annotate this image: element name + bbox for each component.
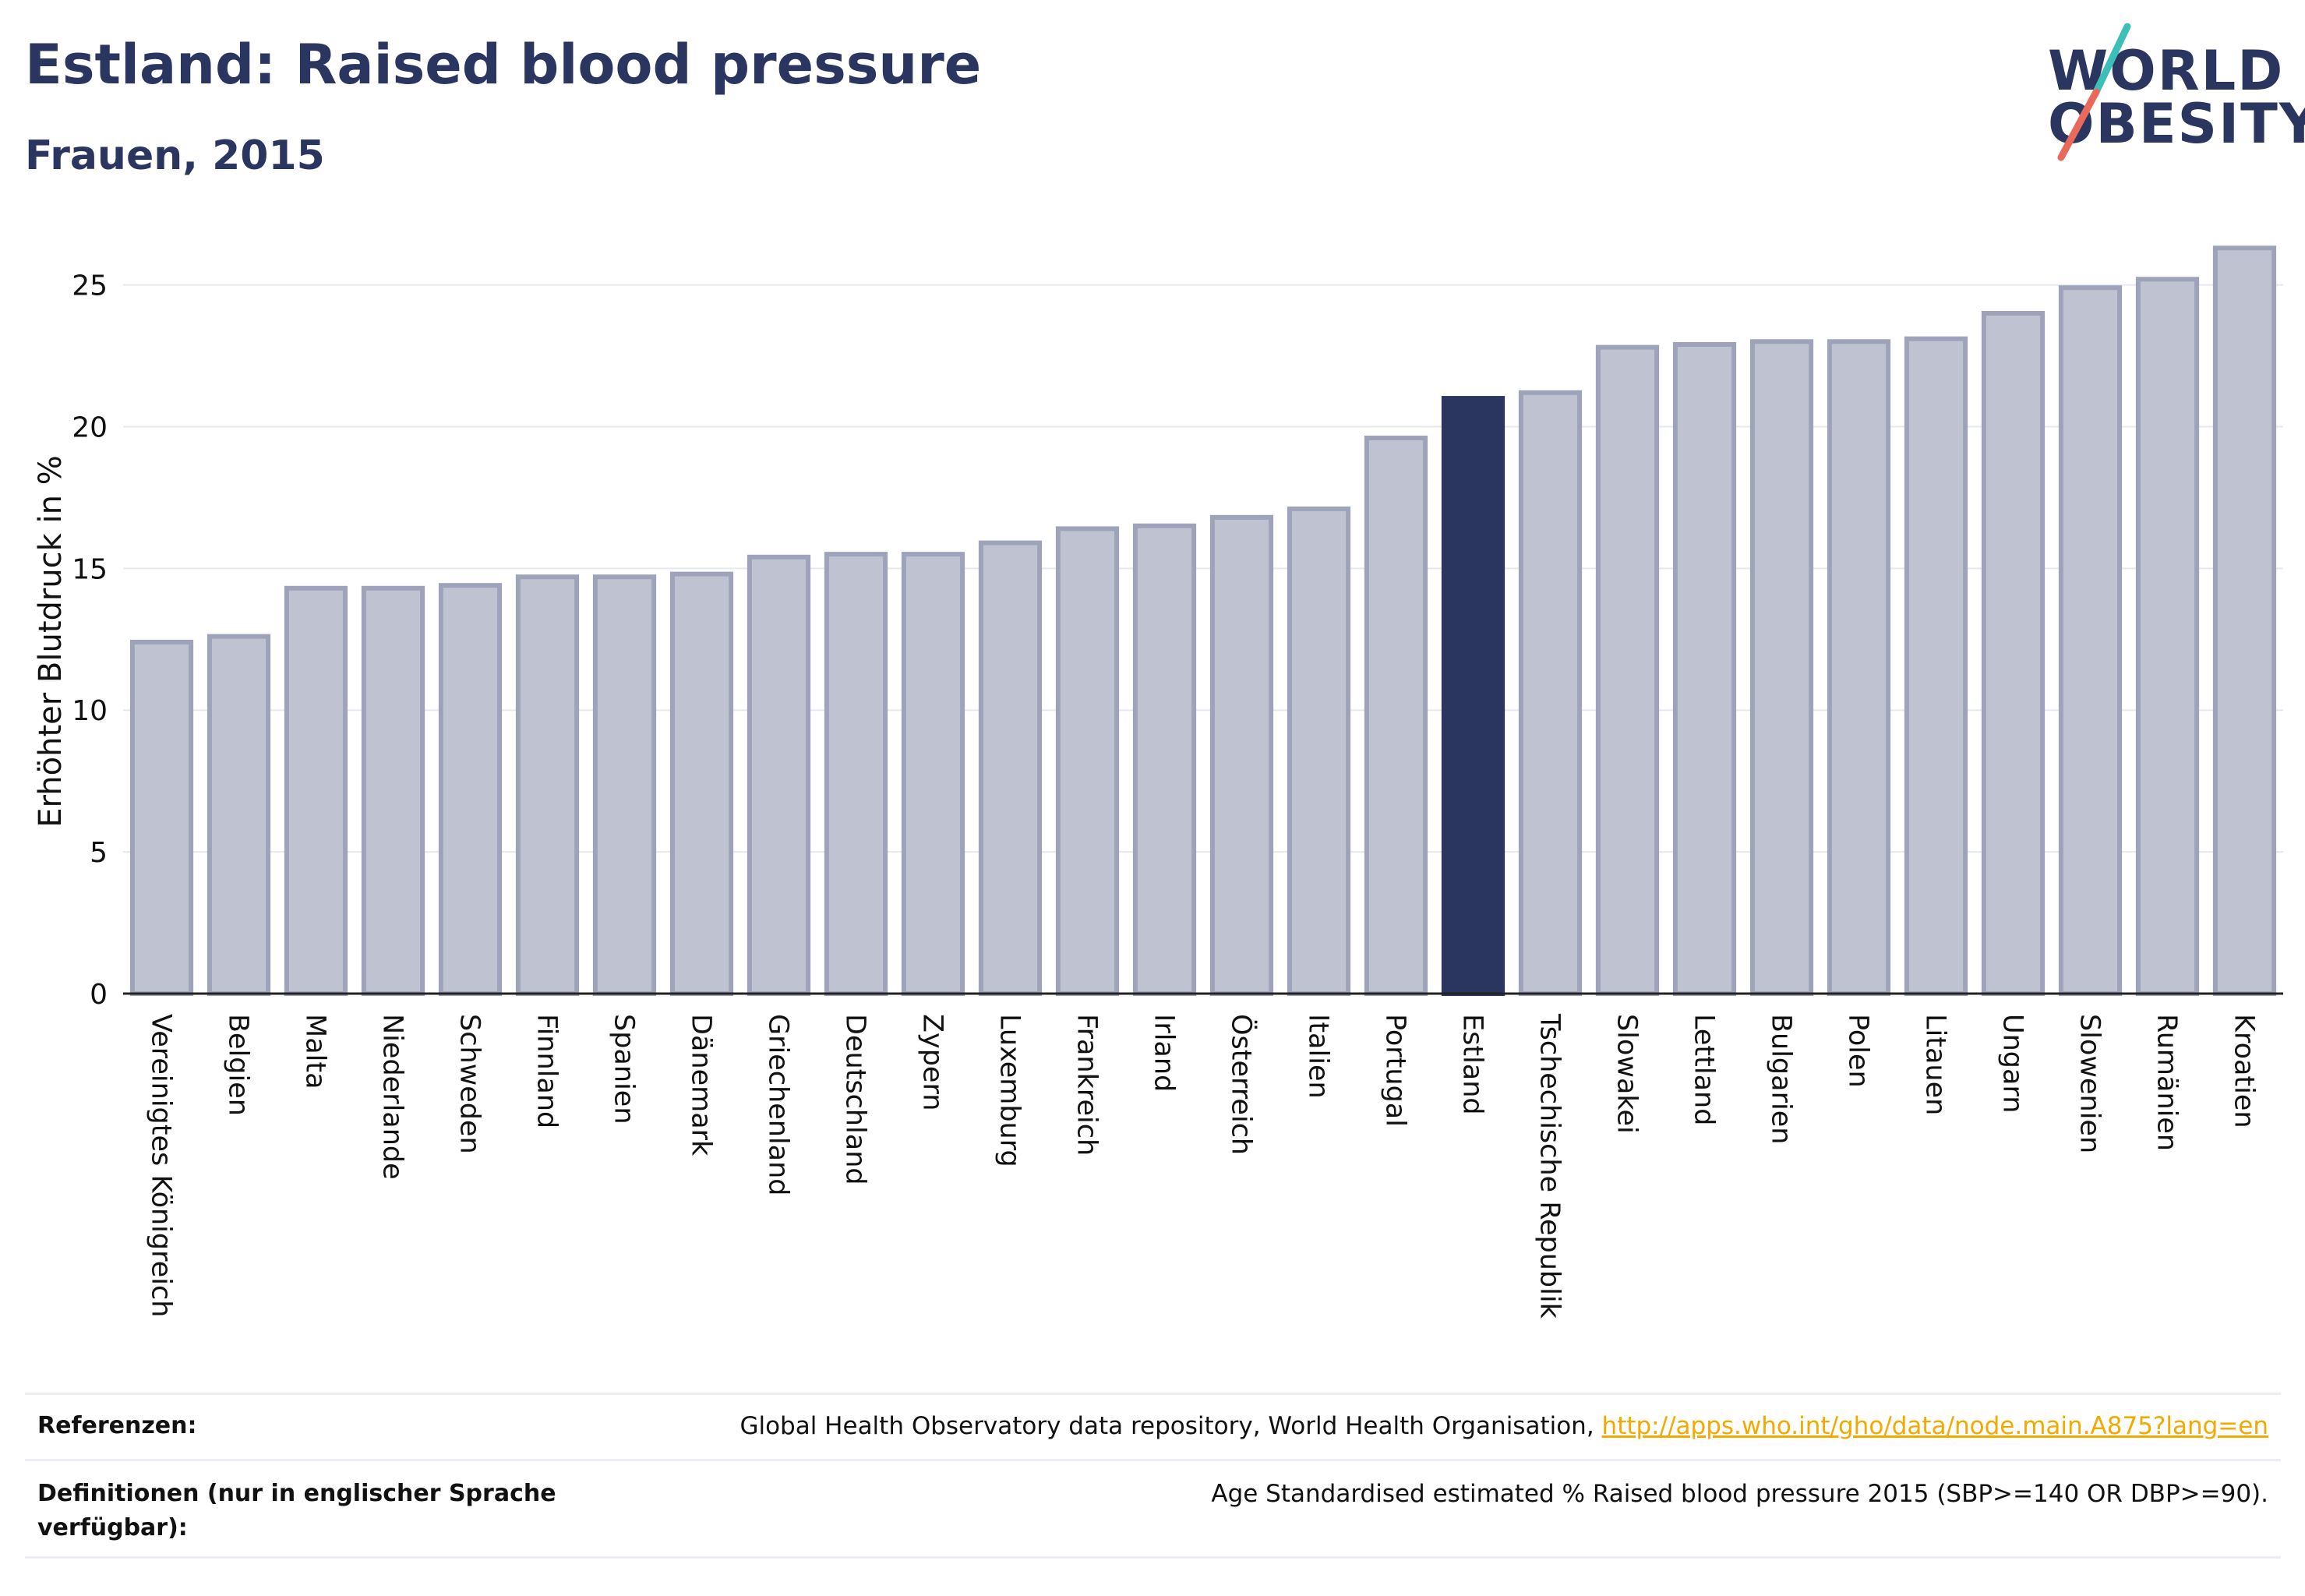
x-tick-label: Slowakei bbox=[1611, 1014, 1643, 1134]
bar-rumänien bbox=[2135, 277, 2200, 996]
x-tick-label: Portugal bbox=[1380, 1014, 1411, 1127]
y-tick-label: 15 bbox=[72, 553, 108, 585]
x-tick-label: Polen bbox=[1843, 1014, 1874, 1088]
x-tick-label: Slowenien bbox=[2074, 1014, 2106, 1153]
bar-malta bbox=[284, 585, 348, 996]
y-axis-label: Erhöhter Blutdruck in % bbox=[33, 455, 69, 827]
x-tick-label: Zypern bbox=[917, 1014, 948, 1110]
bar-bulgarien bbox=[1749, 339, 1814, 996]
chart-subtitle: Frauen, 2015 bbox=[25, 132, 325, 179]
x-tick-label: Rumänien bbox=[2151, 1014, 2183, 1151]
bar-portugal bbox=[1364, 436, 1428, 996]
x-axis-labels: Vereinigtes Königreich Belgien Malta Nieder… bbox=[146, 1013, 2260, 1319]
y-tick-label: 5 bbox=[90, 837, 108, 869]
x-tick-label: Italien bbox=[1303, 1014, 1334, 1099]
bars bbox=[129, 245, 2277, 997]
logo-slash-icon bbox=[2057, 23, 2131, 161]
references-row: Referenzen: Global Health Observatory da… bbox=[25, 1393, 2281, 1459]
x-tick-label: Spanien bbox=[609, 1014, 640, 1125]
chart-title: Estland: Raised blood pressure bbox=[25, 33, 982, 97]
references-link[interactable]: http://apps.who.int/gho/data/node.main.A… bbox=[1601, 1412, 2268, 1440]
y-axis-ticks: 0 5 10 15 20 25 bbox=[72, 270, 108, 1011]
bar-belgien bbox=[206, 634, 271, 996]
bar-polen bbox=[1827, 339, 1891, 996]
references-label: Referenzen: bbox=[37, 1412, 197, 1439]
x-tick-label: Litauen bbox=[1920, 1014, 1951, 1115]
x-tick-label: Schweden bbox=[454, 1014, 485, 1154]
bar-dänemark bbox=[669, 571, 734, 996]
y-tick-label: 20 bbox=[72, 411, 108, 443]
bar-kroatien bbox=[2212, 245, 2277, 997]
bar-vereinigtes-königreich bbox=[129, 639, 194, 997]
bar-griechenland bbox=[747, 554, 811, 996]
x-tick-label: Ungarn bbox=[1997, 1014, 2028, 1113]
bar-tschechische-republik bbox=[1518, 390, 1583, 996]
x-tick-label: Niederlande bbox=[377, 1014, 408, 1180]
references-value: Global Health Observatory data repositor… bbox=[740, 1409, 2268, 1443]
logo-text-world: WORLD bbox=[2048, 39, 2285, 103]
x-tick-label: Dänemark bbox=[686, 1014, 717, 1156]
definitions-text: Age Standardised estimated % Raised bloo… bbox=[1211, 1480, 2268, 1508]
world-obesity-logo: WORLD OBESITY bbox=[2026, 23, 2305, 164]
x-tick-label: Griechenland bbox=[763, 1014, 794, 1195]
x-tick-label: Kroatien bbox=[2229, 1014, 2260, 1128]
bar-lettland bbox=[1672, 341, 1737, 996]
x-tick-label: Finnland bbox=[531, 1014, 563, 1128]
bar-slowenien bbox=[2058, 285, 2123, 996]
definitions-row: Definitionen (nur in englischer Sprache … bbox=[25, 1459, 2281, 1556]
footer-bottom-rule bbox=[25, 1556, 2281, 1559]
definitions-label: Definitionen (nur in englischer Sprache … bbox=[37, 1480, 556, 1541]
footer: Referenzen: Global Health Observatory da… bbox=[25, 1393, 2281, 1559]
bar-österreich bbox=[1209, 514, 1274, 996]
x-tick-label: Vereinigtes Königreich bbox=[146, 1014, 177, 1317]
bar-frankreich bbox=[1055, 526, 1120, 996]
x-tick-label: Bulgarien bbox=[1766, 1014, 1797, 1144]
bar-litauen bbox=[1904, 336, 1968, 996]
bar-estland bbox=[1441, 396, 1505, 996]
y-tick-label: 25 bbox=[72, 270, 108, 302]
x-tick-label: Malta bbox=[300, 1014, 331, 1089]
bar-chart: 0 5 10 15 20 25 Vereinigtes Königreich Belgien… bbox=[33, 245, 2283, 1319]
x-tick-label: Deutschland bbox=[840, 1014, 871, 1185]
bar-slowakei bbox=[1595, 344, 1660, 996]
bar-spanien bbox=[592, 574, 657, 996]
x-tick-label: Estland bbox=[1457, 1014, 1488, 1115]
bar-deutschland bbox=[824, 552, 888, 996]
bar-niederlande bbox=[361, 585, 425, 996]
x-tick-label: Irland bbox=[1149, 1014, 1180, 1092]
x-tick-label: Belgien bbox=[223, 1014, 254, 1116]
bar-ungarn bbox=[1981, 310, 2046, 996]
references-text: Global Health Observatory data repositor… bbox=[740, 1412, 1602, 1440]
x-tick-label: Luxemburg bbox=[994, 1014, 1025, 1167]
y-tick-label: 10 bbox=[72, 695, 108, 727]
bar-italien bbox=[1287, 506, 1351, 996]
bar-zypern bbox=[901, 552, 965, 996]
x-tick-label: Tschechische Republik bbox=[1534, 1013, 1565, 1319]
y-tick-label: 0 bbox=[90, 979, 108, 1011]
x-tick-label: Frankreich bbox=[1071, 1014, 1103, 1156]
bar-irland bbox=[1132, 523, 1197, 996]
x-tick-label: Österreich bbox=[1226, 1014, 1258, 1155]
x-tick-label: Lettland bbox=[1689, 1014, 1720, 1125]
bar-luxemburg bbox=[978, 540, 1043, 996]
bar-finnland bbox=[515, 574, 580, 996]
bar-schweden bbox=[438, 583, 503, 996]
